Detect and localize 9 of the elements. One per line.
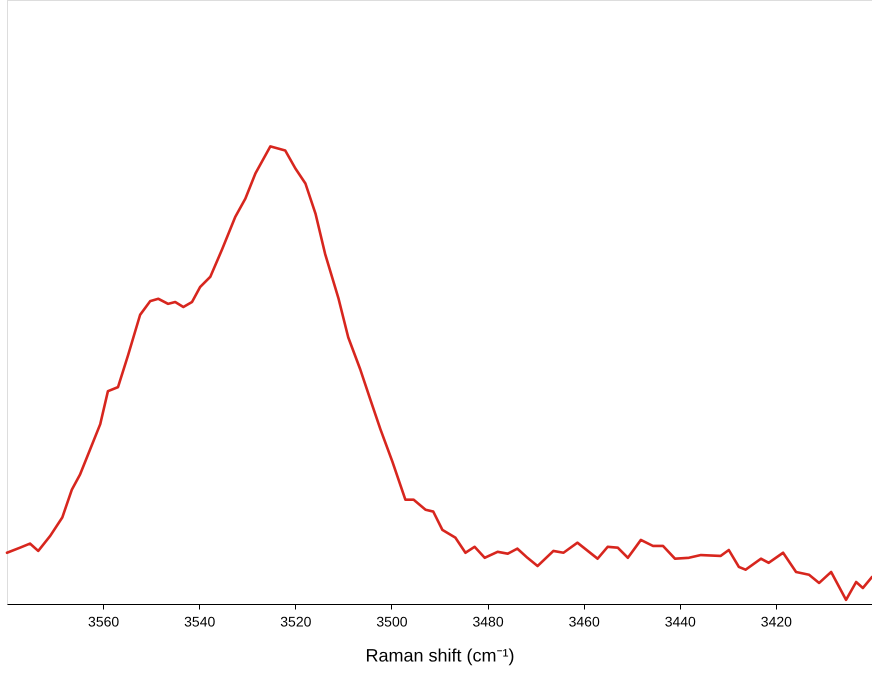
x-tick-label: 3520 [280, 614, 312, 630]
x-tick-label: 3460 [568, 614, 600, 630]
x-tick-label: 3560 [88, 614, 120, 630]
x-tick-label: 3500 [376, 614, 408, 630]
x-tick-label: 3440 [664, 614, 696, 630]
x-axis-title: Raman shift (cm⁻¹) [365, 646, 515, 666]
x-tick-label: 3480 [472, 614, 504, 630]
x-tick-label: 3540 [184, 614, 216, 630]
x-tick-label: 3420 [760, 614, 792, 630]
